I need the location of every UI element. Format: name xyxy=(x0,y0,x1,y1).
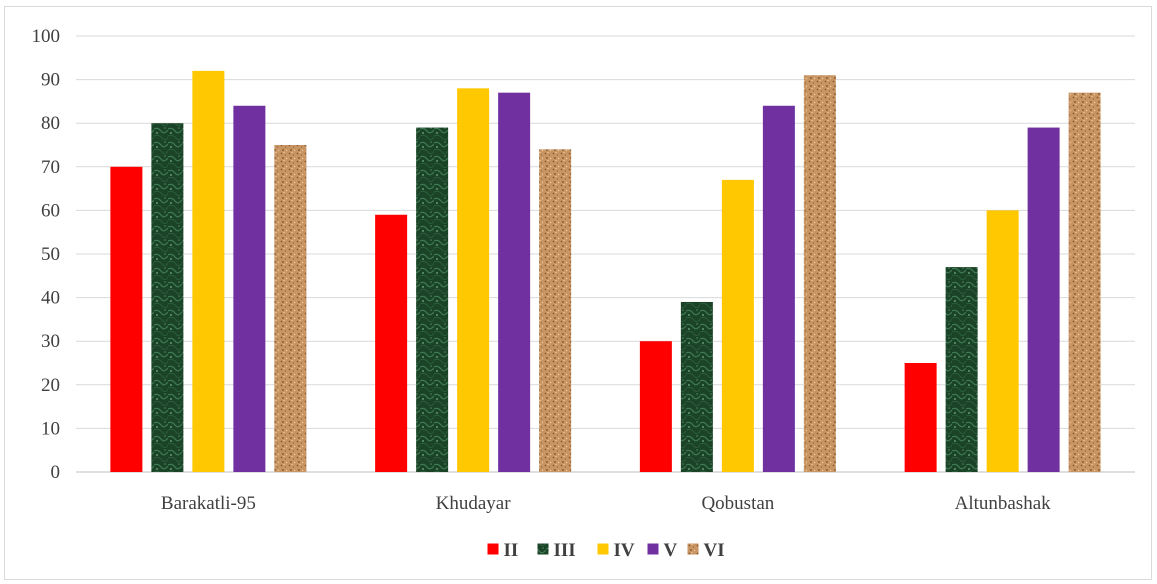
legend-label: II xyxy=(504,540,519,561)
legend-swatch-VI xyxy=(687,543,699,555)
y-axis-ticks: 0 10 20 30 40 50 60 70 80 90 100 xyxy=(32,26,61,483)
bar-IV-Barakatli-95 xyxy=(192,70,225,472)
bar-II-Barakatli-95 xyxy=(110,166,143,473)
bar-VI-Qobustan xyxy=(803,75,836,473)
bar-III-Khudayar xyxy=(416,127,449,472)
bar-II-Qobustan xyxy=(639,341,672,472)
x-axis-ticks: Barakatli-95 Khudayar Qobustan Altunbashak xyxy=(161,493,1051,514)
x-tick-label: Khudayar xyxy=(436,493,512,514)
bar-VI-Altunbashak xyxy=(1068,92,1101,473)
x-tick-label: Altunbashak xyxy=(955,493,1052,514)
legend-label: V xyxy=(664,540,678,561)
bar-V-Altunbashak xyxy=(1027,127,1060,472)
bar-VI-Khudayar xyxy=(539,149,572,473)
y-tick-label: 80 xyxy=(41,113,60,134)
bar-IV-Qobustan xyxy=(721,179,754,472)
bar-V-Qobustan xyxy=(762,105,795,472)
y-tick-label: 0 xyxy=(51,462,61,483)
y-tick-label: 60 xyxy=(41,200,60,221)
bar-V-Barakatli-95 xyxy=(233,105,266,472)
legend-label: VI xyxy=(704,540,725,561)
x-tick-label: Barakatli-95 xyxy=(161,493,256,514)
legend: II III IV V VI xyxy=(487,540,725,561)
bar-IV-Khudayar xyxy=(457,88,490,472)
bar-IV-Altunbashak xyxy=(986,210,1019,472)
legend-label: III xyxy=(554,540,576,561)
y-tick-label: 100 xyxy=(32,26,61,47)
y-tick-label: 90 xyxy=(41,70,60,91)
y-tick-label: 10 xyxy=(41,418,60,439)
bar-III-Qobustan xyxy=(680,301,713,472)
x-tick-label: Qobustan xyxy=(701,493,774,514)
bar-III-Altunbashak xyxy=(945,267,978,472)
legend-swatch-II xyxy=(487,543,499,555)
legend-swatch-V xyxy=(647,543,659,555)
legend-swatch-IV xyxy=(597,543,609,555)
legend-swatch-III xyxy=(537,543,549,555)
bar-II-Khudayar xyxy=(375,214,408,472)
y-tick-label: 30 xyxy=(41,331,60,352)
bar-III-Barakatli-95 xyxy=(151,123,184,472)
bar-VI-Barakatli-95 xyxy=(274,145,307,472)
y-tick-label: 40 xyxy=(41,288,60,309)
bar-II-Altunbashak xyxy=(904,363,937,472)
bar-V-Khudayar xyxy=(498,92,531,473)
y-tick-label: 20 xyxy=(41,375,60,396)
y-tick-label: 70 xyxy=(41,157,60,178)
bars xyxy=(110,70,1101,473)
y-tick-label: 50 xyxy=(41,244,60,265)
legend-label: IV xyxy=(614,540,635,561)
